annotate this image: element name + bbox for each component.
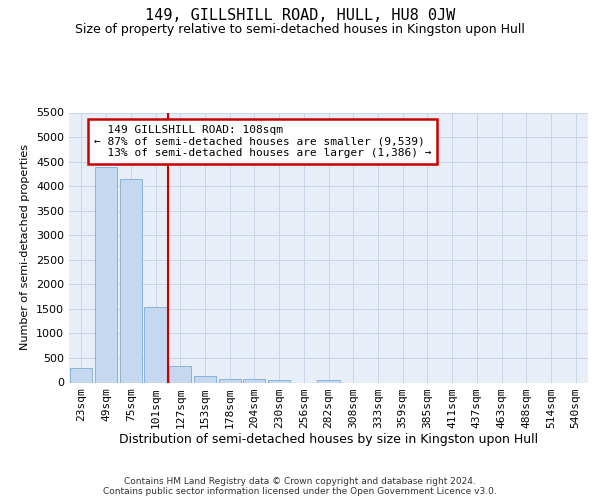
Bar	[218, 379, 241, 382]
Text: Size of property relative to semi-detached houses in Kingston upon Hull: Size of property relative to semi-detach…	[75, 22, 525, 36]
Text: 149 GILLSHILL ROAD: 108sqm
← 87% of semi-detached houses are smaller (9,539)
  1: 149 GILLSHILL ROAD: 108sqm ← 87% of semi…	[94, 125, 431, 158]
Text: 149, GILLSHILL ROAD, HULL, HU8 0JW: 149, GILLSHILL ROAD, HULL, HU8 0JW	[145, 8, 455, 22]
Bar	[119, 179, 142, 382]
Y-axis label: Number of semi-detached properties: Number of semi-detached properties	[20, 144, 31, 350]
Bar	[70, 368, 92, 382]
Bar	[268, 380, 290, 382]
Bar	[95, 166, 117, 382]
Bar	[243, 379, 265, 382]
Text: Contains HM Land Registry data © Crown copyright and database right 2024.
Contai: Contains HM Land Registry data © Crown c…	[103, 476, 497, 496]
Bar	[194, 376, 216, 382]
X-axis label: Distribution of semi-detached houses by size in Kingston upon Hull: Distribution of semi-detached houses by …	[119, 434, 538, 446]
Bar	[317, 380, 340, 382]
Bar	[169, 366, 191, 382]
Bar	[145, 308, 167, 382]
